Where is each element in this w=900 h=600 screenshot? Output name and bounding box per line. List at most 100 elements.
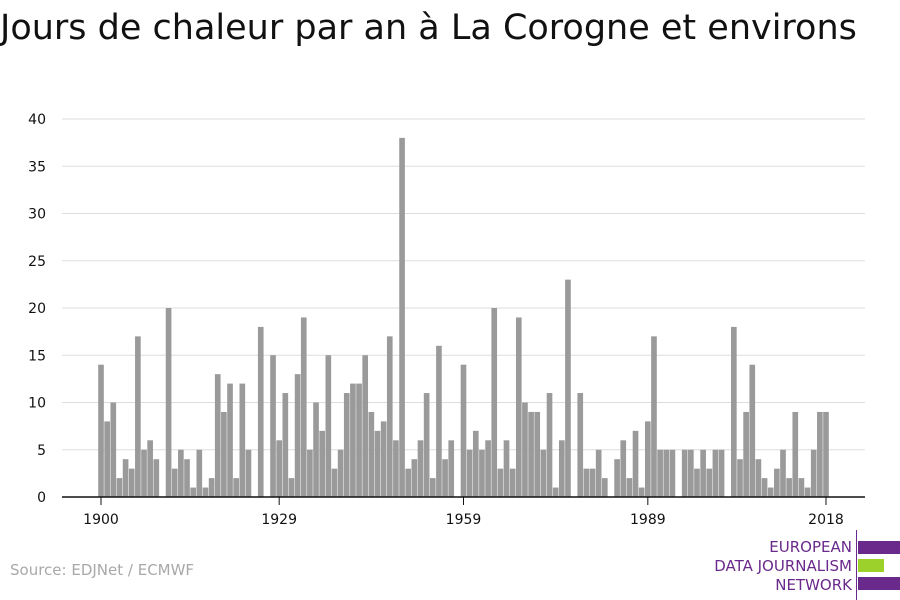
bar-1986: [626, 478, 633, 497]
bar-1906: [135, 336, 141, 497]
bar-1934: [307, 449, 313, 497]
bar-1929: [276, 440, 283, 497]
bar-1951: [411, 459, 418, 497]
bar-1993: [669, 449, 676, 497]
bar-1908: [147, 440, 153, 497]
bar-1982: [601, 478, 608, 497]
y-tick-label: 5: [37, 443, 46, 459]
x-tick-label: 1900: [83, 512, 119, 528]
bar-1919: [214, 374, 221, 497]
source-note: Source: EDJNet / ECMWF: [10, 561, 195, 579]
bar-1943: [362, 355, 369, 497]
bar-1914: [184, 459, 190, 497]
y-tick-label: 30: [28, 207, 46, 223]
bar-1992: [663, 449, 670, 497]
bar-1971: [534, 411, 541, 497]
bar-1966: [503, 440, 510, 497]
bar-1979: [583, 468, 590, 497]
bar-2014: [798, 478, 805, 497]
y-tick-label: 0: [37, 490, 46, 506]
bar-1997: [694, 468, 700, 497]
logo-divider: [856, 530, 857, 600]
bar-1931: [288, 478, 295, 497]
y-tick-label: 25: [28, 254, 46, 270]
bar-1978: [577, 393, 584, 497]
bar-2003: [731, 326, 737, 497]
bar-1928: [270, 355, 276, 497]
bar-1953: [423, 393, 430, 497]
bar-1990: [651, 336, 657, 497]
bar-1940: [343, 393, 350, 497]
bar-2012: [786, 478, 792, 497]
bar-1960: [466, 449, 473, 497]
bar-2018: [823, 411, 829, 497]
bar-1917: [202, 487, 209, 497]
bar-1955: [436, 345, 442, 497]
bar-1921: [227, 383, 233, 497]
bar-2006: [749, 364, 756, 497]
x-tick-label: 1989: [630, 512, 666, 528]
bar-1980: [589, 468, 596, 497]
bar-1942: [356, 383, 362, 497]
logo-text-line: EUROPEAN: [769, 538, 852, 556]
bar-1911: [165, 308, 172, 497]
bar-1973: [546, 393, 553, 497]
bar-1930: [282, 393, 289, 497]
logo-text-line: NETWORK: [775, 576, 852, 594]
bar-2001: [718, 449, 725, 497]
bar-2004: [737, 459, 743, 497]
x-tick-label: 1959: [446, 512, 482, 528]
bar-1952: [417, 440, 424, 497]
bar-2000: [712, 449, 719, 497]
bar-1936: [319, 430, 326, 497]
bar-1957: [448, 440, 455, 497]
bar-1937: [325, 355, 332, 497]
bar-1944: [368, 411, 375, 497]
logo-bar-purple: [858, 541, 900, 554]
bar-2013: [792, 411, 799, 497]
bar-1939: [337, 449, 344, 497]
bar-1935: [313, 402, 319, 497]
bar-1907: [141, 449, 147, 497]
bar-1969: [522, 402, 528, 497]
bar-2007: [755, 459, 762, 497]
bar-1961: [472, 430, 479, 497]
logo-bar-green: [858, 559, 884, 572]
x-axis-ticks: 1900 1929 1959 1989 2018: [83, 497, 844, 528]
bar-1900: [98, 364, 104, 497]
bar-1996: [688, 449, 694, 497]
bar-2008: [761, 478, 768, 497]
edjnet-logo: EUROPEAN DATA JOURNALISM NETWORK: [700, 530, 900, 600]
bar-1991: [657, 449, 663, 497]
bar-2005: [743, 411, 749, 497]
y-tick-label: 40: [28, 112, 46, 128]
bar-1964: [491, 308, 498, 497]
bar-1995: [681, 449, 688, 497]
bar-2009: [767, 487, 774, 497]
bar-1967: [509, 468, 516, 497]
bar-1904: [122, 459, 129, 497]
logo-bar-purple: [858, 577, 900, 590]
bar-series: [98, 137, 829, 497]
bar-1976: [565, 279, 571, 497]
bar-2016: [810, 449, 817, 497]
bar-1915: [190, 487, 196, 497]
bar-1901: [104, 421, 110, 497]
bar-1988: [638, 487, 645, 497]
bar-2015: [804, 487, 811, 497]
bar-1903: [116, 478, 123, 497]
y-tick-label: 10: [28, 396, 46, 412]
bar-1947: [386, 336, 393, 497]
bar-1987: [632, 430, 639, 497]
bar-1985: [620, 440, 627, 497]
bar-1954: [429, 478, 436, 497]
bar-1924: [245, 449, 252, 497]
bar-1922: [233, 478, 239, 497]
bar-1975: [558, 440, 565, 497]
bar-1972: [540, 449, 547, 497]
bar-1963: [485, 440, 491, 497]
bar-1913: [178, 449, 184, 497]
bar-1941: [350, 383, 356, 497]
y-tick-label: 20: [28, 301, 46, 317]
bar-1912: [171, 468, 178, 497]
